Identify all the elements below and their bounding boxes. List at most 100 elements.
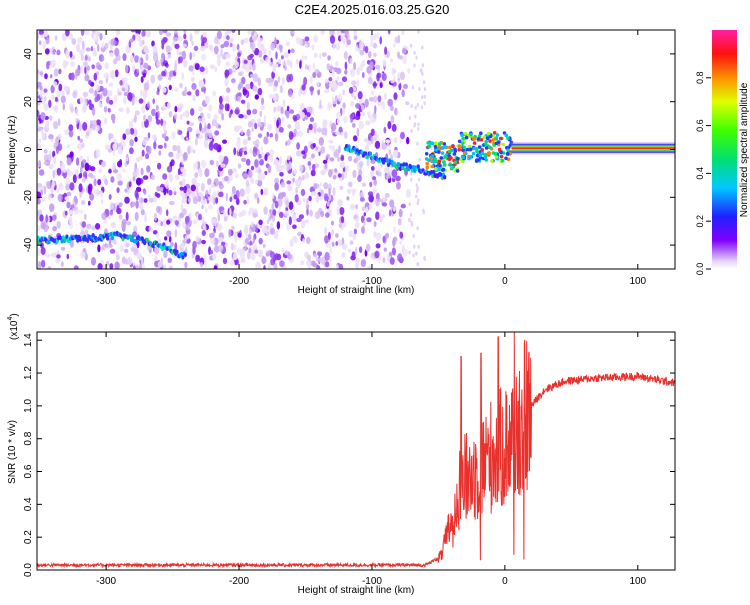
spectrogram-noise-cell — [252, 148, 257, 157]
spectrogram-noise-cell — [79, 138, 83, 144]
spectrogram-noise-cell — [254, 122, 258, 130]
spectrogram-noise-cell — [194, 137, 198, 146]
spectrogram-noise-cell — [156, 60, 161, 68]
spectrogram-noise-cell — [151, 40, 155, 47]
spectrogram-noise-cell — [290, 48, 295, 54]
spectrogram-noise-cell — [77, 135, 80, 141]
spectrogram-x-tick-label: 0 — [502, 276, 508, 287]
spectrogram-noise-cell — [295, 187, 299, 194]
spectrogram-transition-cell — [500, 158, 505, 163]
spectrogram-noise-cell — [293, 128, 297, 135]
spectrogram-noise-cell — [148, 194, 151, 200]
spectrogram-noise-cell — [138, 263, 142, 269]
spectrogram-noise-cell — [150, 74, 155, 84]
spectrogram-noise-cell — [267, 262, 272, 269]
spectrogram-noise-cell — [318, 137, 324, 146]
spectrogram-noise-cell — [309, 106, 312, 113]
spectrogram-noise-cell — [344, 61, 348, 71]
spectrogram-noise-cell — [201, 239, 207, 245]
spectrogram-noise-cell — [37, 198, 41, 205]
spectrogram-noise-cell — [152, 230, 158, 235]
spectrogram-noise-cell — [320, 30, 325, 35]
spectrogram-noise-cell — [336, 67, 342, 75]
spectrogram-noise-cell — [143, 62, 149, 69]
spectrogram-noise-cell — [112, 148, 116, 157]
spectrogram-noise-cell — [97, 43, 100, 52]
spectrogram-noise-cell — [186, 130, 190, 138]
spectrogram-noise-cell — [204, 42, 209, 49]
spectrogram-noise-cell — [297, 179, 302, 186]
spectrogram-noise-cell — [358, 120, 365, 130]
spectrogram-noise-cell — [268, 50, 272, 56]
spectrogram-noise-cell — [254, 249, 259, 254]
spectrogram-noise-cell — [125, 242, 130, 248]
spectrogram-noise-cell — [369, 96, 375, 102]
spectrogram-noise-cell — [38, 30, 45, 35]
spectrogram-noise-cell — [168, 84, 172, 91]
spectrogram-noise-cell — [248, 247, 252, 254]
spectrogram-noise-cell — [392, 149, 399, 158]
spectrogram-noise-cell — [400, 203, 406, 209]
spectrogram-noise-cell — [230, 242, 234, 251]
spectrogram-transition-cell — [485, 136, 490, 140]
spectrogram-noise-cell — [112, 119, 115, 124]
spectrogram-noise-cell — [136, 68, 140, 73]
spectrogram-noise-cell — [328, 169, 333, 178]
spectrogram-noise-cell — [324, 226, 328, 236]
spectrogram-noise-cell — [180, 242, 185, 249]
spectrogram-noise-cell — [309, 117, 315, 123]
spectrogram-noise-cell — [109, 248, 116, 254]
spectrogram-noise-cell — [263, 136, 269, 145]
spectrogram-descending-track — [404, 162, 408, 167]
spectrogram-noise-cell — [247, 30, 252, 35]
spectrogram-noise-cell — [217, 213, 221, 222]
spectrogram-noise-cell — [145, 153, 150, 160]
spectrogram-noise-cell — [364, 98, 369, 108]
spectrogram-noise-cell — [169, 265, 173, 269]
spectrogram-noise-cell — [163, 264, 166, 269]
spectrogram-noise-cell — [421, 95, 424, 100]
spectrogram-noise-cell — [69, 51, 73, 58]
spectrogram-noise-cell — [329, 246, 332, 255]
spectrogram-noise-cell — [229, 260, 235, 267]
spectrogram-noise-cell — [314, 126, 317, 134]
spectrogram-noise-cell — [56, 221, 61, 229]
spectrogram-transition-cell — [442, 163, 447, 167]
spectrogram-transition-cell — [460, 133, 464, 138]
spectrogram-noise-cell — [103, 72, 110, 79]
spectrogram-noise-cell — [286, 105, 290, 112]
spectrogram-noise-cell — [103, 117, 107, 125]
spectrogram-noise-cell — [180, 203, 184, 212]
spectrogram-noise-cell — [259, 58, 265, 64]
spectrogram-noise-cell — [137, 57, 141, 65]
spectrogram-noise-cell — [218, 223, 223, 231]
spectrogram-noise-cell — [334, 95, 338, 102]
spectrogram-noise-cell — [84, 74, 90, 82]
spectrogram-noise-cell — [88, 56, 91, 62]
spectrogram-noise-cell — [103, 264, 108, 269]
spectrogram-noise-cell — [384, 166, 390, 174]
snr-y-ticks: 0.0 0.2 0.4 0.6 0.8 1.0 1.2 1.4 — [23, 333, 675, 577]
spectrogram-noise-cell — [249, 62, 252, 71]
spectrogram-noise-cell — [272, 192, 275, 199]
spectrogram-descending-track — [432, 169, 436, 175]
spectrogram-noise-cell — [383, 60, 387, 67]
spectrogram-noise-cell — [81, 142, 85, 148]
spectrogram-noise-cell — [306, 198, 309, 205]
spectrogram-noise-cell — [243, 226, 249, 235]
spectrogram-noise-cell — [66, 157, 72, 166]
spectrogram-noise-cell — [136, 167, 140, 176]
spectrogram-noise-cell — [213, 178, 219, 187]
spectrogram-noise-cell — [324, 235, 329, 244]
spectrogram-noise-cell — [395, 175, 401, 182]
spectrogram-noise-cell — [51, 94, 55, 100]
spectrogram-noise-cell — [66, 191, 72, 197]
spectrogram-noise-cell — [398, 82, 402, 91]
spectrogram-transition-cell — [456, 156, 460, 161]
spectrogram-noise-cell — [55, 258, 61, 263]
spectrogram-noise-cell — [253, 31, 258, 37]
spectrogram-noise-cell — [312, 62, 316, 70]
spectrogram-noise-cell — [381, 73, 387, 81]
spectrogram-noise-cell — [386, 50, 390, 59]
